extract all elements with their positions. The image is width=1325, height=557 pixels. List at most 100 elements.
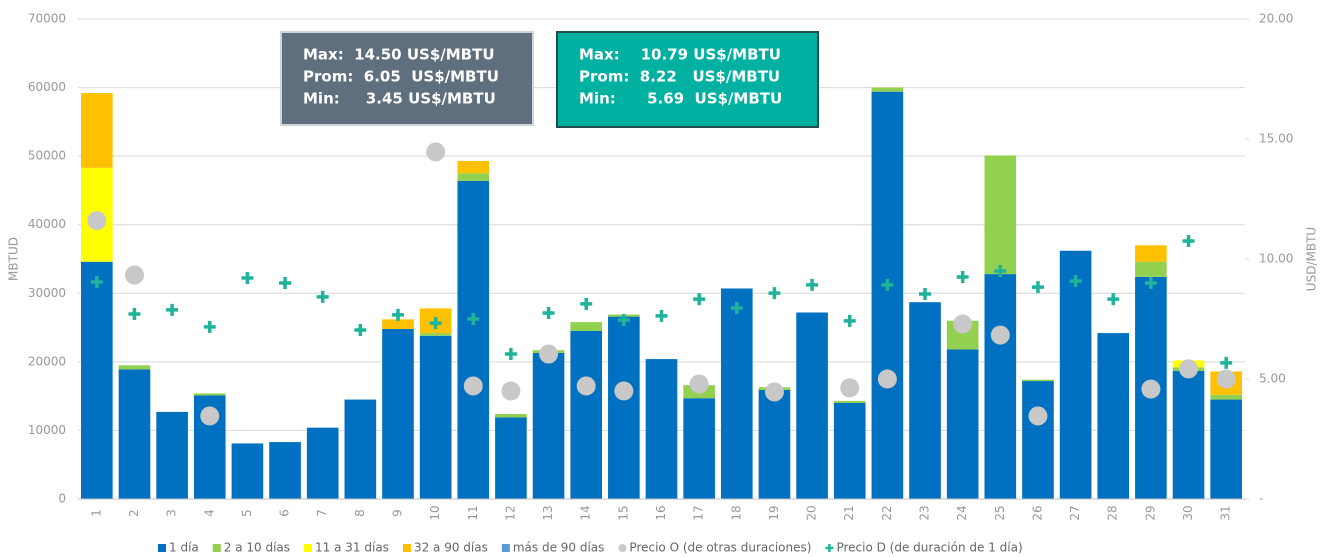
bar (871, 87, 904, 92)
y2-tick-label: - (1259, 492, 1263, 506)
legend-label: 32 a 90 días (414, 541, 488, 555)
x-tick-label: 24 (955, 505, 969, 520)
bar (1172, 370, 1205, 499)
y-tick-label: 60000 (28, 80, 66, 94)
y2-tick-label: 5.00 (1259, 372, 1286, 386)
bar (909, 302, 941, 499)
price-point (1216, 369, 1236, 389)
price-plus (1031, 281, 1044, 294)
x-tick-label: 11 (466, 505, 480, 520)
bar (118, 369, 151, 499)
price-point (501, 381, 521, 401)
price-plus (655, 309, 668, 322)
bar (382, 328, 414, 499)
bar (683, 398, 715, 499)
bar (984, 155, 1017, 275)
bar (231, 443, 264, 499)
x-tick-label: 27 (1068, 505, 1082, 520)
bar (946, 349, 979, 499)
x-tick-label: 14 (579, 505, 593, 520)
annotation-box (556, 31, 819, 128)
x-tick-label: 23 (918, 505, 932, 520)
x-tick-label: 6 (278, 509, 292, 517)
price-plus (919, 288, 932, 301)
y2-tick-label: 10.00 (1259, 252, 1293, 266)
legend-swatch (825, 544, 834, 552)
bar (1210, 399, 1242, 499)
price-point (990, 325, 1010, 345)
price-plus (881, 278, 894, 291)
price-plus (1220, 356, 1233, 369)
bar (532, 352, 565, 499)
price-plus (843, 314, 856, 327)
x-tick-label: 22 (880, 505, 894, 520)
price-plus (806, 278, 819, 291)
bar (457, 173, 490, 181)
bar (81, 261, 113, 499)
price-plus (580, 297, 593, 310)
bar (306, 427, 339, 499)
x-tick-label: 2 (127, 509, 141, 517)
bar (984, 274, 1017, 499)
y-axis-label: MBTUD (7, 237, 21, 281)
legend-label: 2 a 10 días (224, 541, 290, 555)
price-plus (994, 265, 1007, 277)
legend-swatch (158, 544, 166, 552)
x-tick-label: 15 (616, 505, 630, 520)
price-plus (467, 313, 480, 325)
bar (1059, 250, 1092, 499)
bar (81, 93, 113, 168)
x-tick-label: 31 (1219, 505, 1233, 520)
bar (608, 316, 640, 499)
legend-label: 11 a 31 días (315, 541, 389, 555)
price-plus (1182, 235, 1195, 247)
y-tick-label: 20000 (28, 354, 66, 368)
x-tick-label: 7 (315, 509, 329, 517)
bar (1022, 381, 1054, 499)
y2-tick-label: 15.00 (1259, 132, 1293, 146)
bar (871, 91, 904, 499)
price-point (840, 378, 860, 398)
y2-tick-label: 20.00 (1259, 12, 1293, 26)
legend-label: más de 90 días (513, 541, 605, 555)
bar (495, 417, 527, 499)
x-tick-label: 21 (842, 505, 856, 520)
price-plus (203, 320, 216, 333)
annotation-text: Max: 14.50 US$/MBTU (303, 46, 495, 64)
x-tick-label: 25 (993, 505, 1007, 520)
x-tick-label: 13 (541, 505, 555, 520)
price-point (877, 369, 897, 389)
y-tick-label: 10000 (28, 423, 66, 437)
y-tick-label: 30000 (28, 286, 66, 300)
price-plus (1069, 275, 1082, 288)
bar (570, 322, 603, 331)
x-tick-label: 30 (1181, 505, 1195, 520)
annotation-text: Prom: 8.22 US$/MBTU (579, 68, 780, 86)
price-point (539, 344, 559, 364)
bar (796, 312, 828, 499)
x-tick-label: 28 (1106, 505, 1120, 520)
bar (1210, 394, 1242, 400)
legend-label: Precio D (de duración de 1 día) (836, 541, 1022, 555)
x-tick-label: 17 (692, 505, 706, 520)
annotation-text: Prom: 6.05 US$/MBTU (303, 68, 499, 86)
x-tick-label: 26 (1030, 505, 1044, 520)
price-point (614, 381, 634, 401)
legend-label: 1 día (169, 541, 199, 555)
legend-swatch (402, 544, 411, 552)
bar (495, 413, 527, 418)
x-tick-label: 3 (165, 509, 179, 517)
legend-label: Precio O (de otras duraciones) (629, 541, 811, 555)
price-plus (316, 290, 329, 303)
y-tick-label: 0 (58, 492, 66, 506)
bar (758, 389, 791, 499)
price-plus (956, 271, 969, 283)
bar (1135, 261, 1167, 277)
price-point (1179, 359, 1199, 379)
bar (833, 403, 866, 499)
price-point (689, 374, 709, 394)
price-point (1028, 406, 1048, 426)
price-point (200, 406, 220, 426)
bar (269, 442, 301, 499)
price-plus (730, 301, 743, 314)
